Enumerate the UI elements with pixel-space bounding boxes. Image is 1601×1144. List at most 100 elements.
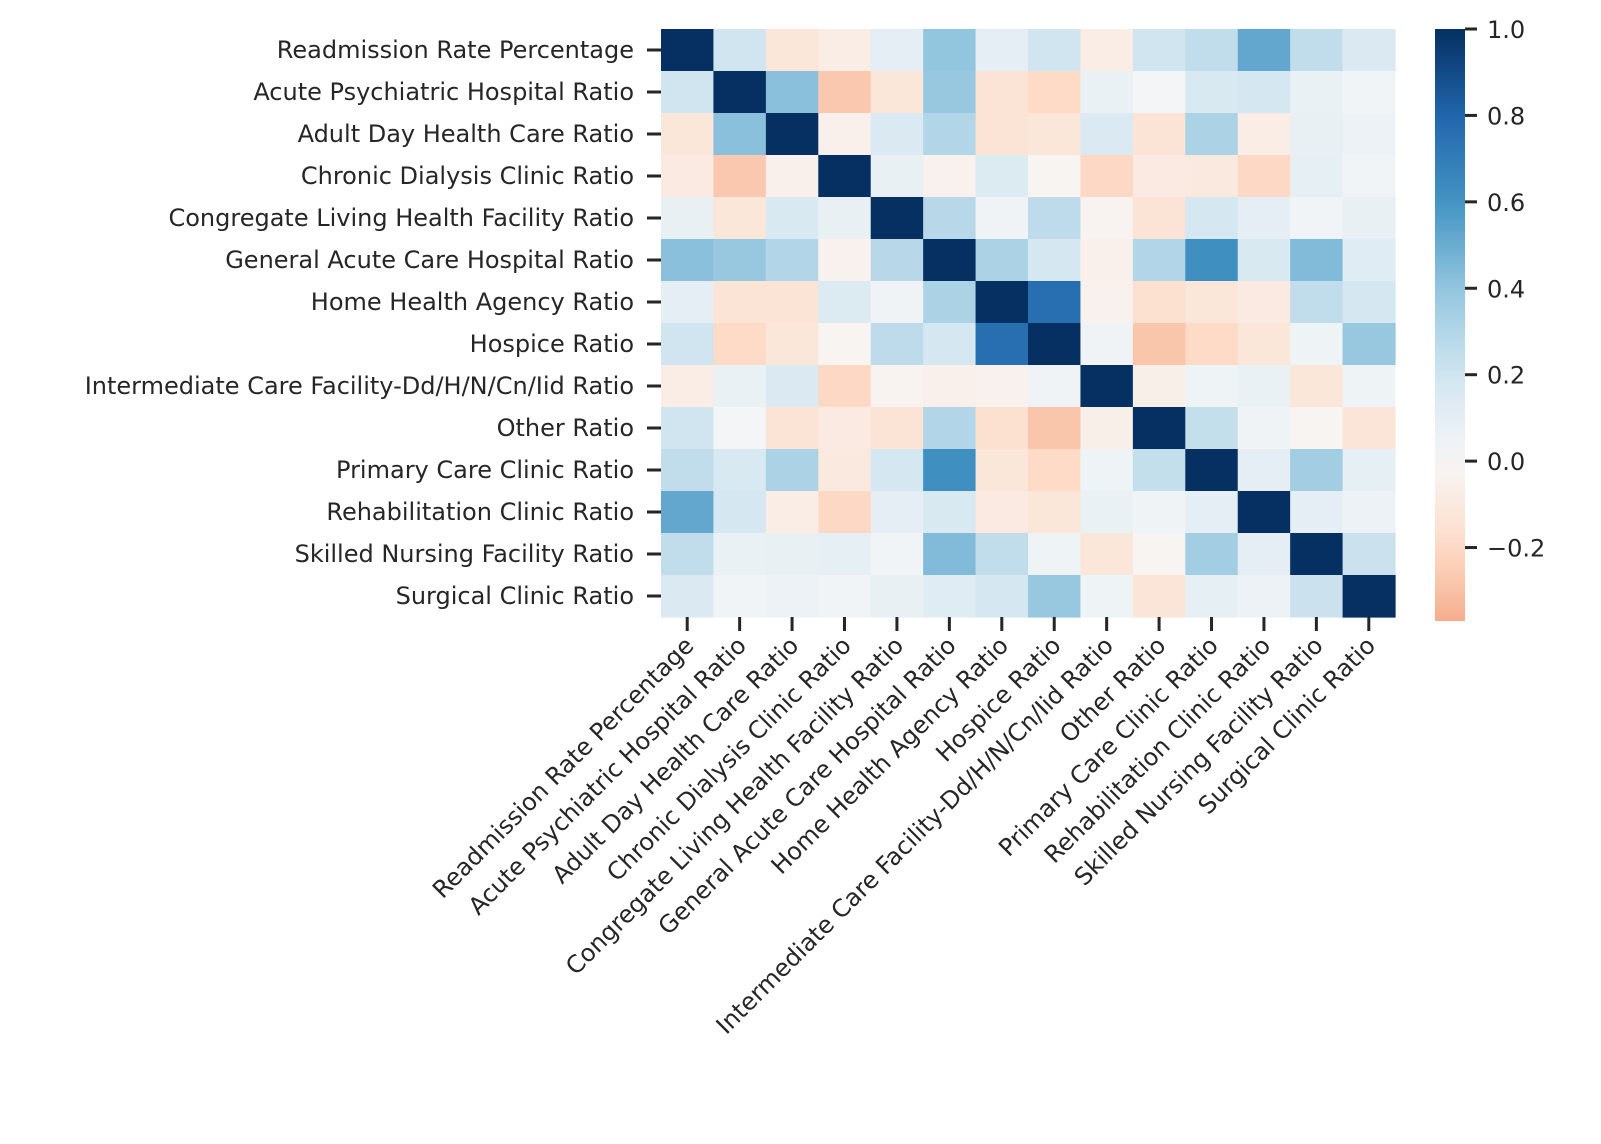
heatmap-cell-r12-c5 — [923, 533, 977, 576]
y-tick-label: Acute Psychiatric Hospital Ratio — [253, 78, 634, 106]
heatmap-cell-r13-c4 — [870, 575, 924, 618]
y-tick-label: Skilled Nursing Facility Ratio — [295, 540, 634, 568]
heatmap-cell-r11-c7 — [1028, 491, 1082, 534]
heatmap-cell-r1-c4 — [870, 71, 924, 114]
heatmap-cell-r0-c2 — [765, 29, 819, 72]
heatmap-cells — [661, 29, 1396, 618]
heatmap-cell-r4-c3 — [818, 197, 872, 240]
heatmap-cell-r0-c9 — [1132, 29, 1186, 72]
heatmap-cell-r8-c7 — [1028, 365, 1082, 408]
heatmap-cell-r11-c11 — [1237, 491, 1291, 534]
colorbar-tick-label: 0.2 — [1487, 362, 1525, 390]
heatmap-cell-r3-c5 — [923, 155, 977, 198]
heatmap-cell-r5-c11 — [1237, 239, 1291, 282]
heatmap-cell-r2-c13 — [1342, 113, 1396, 156]
heatmap-cell-r13-c8 — [1080, 575, 1134, 618]
heatmap-cell-r6-c9 — [1132, 281, 1186, 324]
colorbar: 1.0 0.8 0.6 0.4 0.2 0.0 −0.2 — [1435, 16, 1545, 621]
heatmap-cell-r10-c1 — [713, 449, 767, 492]
heatmap-cell-r1-c10 — [1185, 71, 1239, 114]
heatmap-cell-r7-c11 — [1237, 323, 1291, 366]
heatmap-cell-r0-c1 — [713, 29, 767, 72]
heatmap-cell-r11-c2 — [765, 491, 819, 534]
heatmap-cell-r5-c4 — [870, 239, 924, 282]
heatmap-cell-r11-c12 — [1290, 491, 1344, 534]
heatmap-cell-r13-c10 — [1185, 575, 1239, 618]
heatmap-cell-r8-c11 — [1237, 365, 1291, 408]
heatmap-cell-r1-c8 — [1080, 71, 1134, 114]
heatmap-cell-r9-c7 — [1028, 407, 1082, 450]
heatmap-cell-r10-c9 — [1132, 449, 1186, 492]
y-tick-label: General Acute Care Hospital Ratio — [225, 246, 634, 274]
heatmap-cell-r9-c6 — [975, 407, 1029, 450]
heatmap-cell-r10-c7 — [1028, 449, 1082, 492]
heatmap-cell-r5-c0 — [661, 239, 715, 282]
heatmap-cell-r3-c2 — [765, 155, 819, 198]
heatmap-cell-r10-c3 — [818, 449, 872, 492]
heatmap-cell-r3-c13 — [1342, 155, 1396, 198]
heatmap-cell-r4-c12 — [1290, 197, 1344, 240]
heatmap-cell-r12-c3 — [818, 533, 872, 576]
colorbar-gradient — [1435, 29, 1465, 621]
heatmap-cell-r9-c2 — [765, 407, 819, 450]
heatmap-cell-r7-c7 — [1028, 323, 1082, 366]
heatmap-cell-r8-c8 — [1080, 365, 1134, 408]
y-tick-label: Rehabilitation Clinic Ratio — [326, 498, 634, 526]
heatmap-cell-r2-c2 — [765, 113, 819, 156]
heatmap-cell-r7-c4 — [870, 323, 924, 366]
heatmap-cell-r10-c5 — [923, 449, 977, 492]
heatmap-cell-r6-c1 — [713, 281, 767, 324]
heatmap-cell-r12-c0 — [661, 533, 715, 576]
heatmap-cell-r11-c4 — [870, 491, 924, 534]
heatmap-cell-r0-c5 — [923, 29, 977, 72]
heatmap-cell-r12-c10 — [1185, 533, 1239, 576]
heatmap-cell-r7-c13 — [1342, 323, 1396, 366]
heatmap-cell-r6-c3 — [818, 281, 872, 324]
heatmap-cell-r5-c9 — [1132, 239, 1186, 282]
heatmap-cell-r6-c12 — [1290, 281, 1344, 324]
heatmap-cell-r6-c10 — [1185, 281, 1239, 324]
heatmap-cell-r13-c1 — [713, 575, 767, 618]
heatmap-cell-r9-c5 — [923, 407, 977, 450]
heatmap-cell-r6-c8 — [1080, 281, 1134, 324]
heatmap-cell-r0-c6 — [975, 29, 1029, 72]
heatmap-cell-r0-c8 — [1080, 29, 1134, 72]
heatmap-cell-r0-c12 — [1290, 29, 1344, 72]
y-tick-label: Readmission Rate Percentage — [277, 36, 634, 64]
heatmap-cell-r4-c13 — [1342, 197, 1396, 240]
heatmap-cell-r7-c3 — [818, 323, 872, 366]
heatmap-cell-r7-c0 — [661, 323, 715, 366]
heatmap-cell-r12-c2 — [765, 533, 819, 576]
heatmap-cell-r12-c6 — [975, 533, 1029, 576]
heatmap-cell-r2-c8 — [1080, 113, 1134, 156]
heatmap-cell-r9-c1 — [713, 407, 767, 450]
heatmap-cell-r4-c4 — [870, 197, 924, 240]
colorbar-tick-label: 0.0 — [1487, 448, 1525, 476]
heatmap-cell-r3-c7 — [1028, 155, 1082, 198]
heatmap-cell-r8-c12 — [1290, 365, 1344, 408]
heatmap-cell-r11-c10 — [1185, 491, 1239, 534]
heatmap-cell-r11-c9 — [1132, 491, 1186, 534]
heatmap-cell-r1-c3 — [818, 71, 872, 114]
heatmap-cell-r6-c5 — [923, 281, 977, 324]
heatmap-cell-r7-c10 — [1185, 323, 1239, 366]
heatmap-cell-r4-c0 — [661, 197, 715, 240]
heatmap-cell-r7-c9 — [1132, 323, 1186, 366]
heatmap-cell-r8-c9 — [1132, 365, 1186, 408]
heatmap-cell-r4-c10 — [1185, 197, 1239, 240]
heatmap-cell-r1-c12 — [1290, 71, 1344, 114]
heatmap-cell-r13-c0 — [661, 575, 715, 618]
heatmap-cell-r10-c8 — [1080, 449, 1134, 492]
heatmap-cell-r11-c1 — [713, 491, 767, 534]
heatmap-cell-r9-c9 — [1132, 407, 1186, 450]
heatmap-cell-r10-c12 — [1290, 449, 1344, 492]
heatmap-cell-r11-c6 — [975, 491, 1029, 534]
heatmap-cell-r12-c1 — [713, 533, 767, 576]
heatmap-cell-r12-c13 — [1342, 533, 1396, 576]
heatmap-cell-r13-c11 — [1237, 575, 1291, 618]
heatmap-cell-r13-c2 — [765, 575, 819, 618]
heatmap-cell-r1-c13 — [1342, 71, 1396, 114]
heatmap-cell-r2-c5 — [923, 113, 977, 156]
heatmap-cell-r1-c1 — [713, 71, 767, 114]
